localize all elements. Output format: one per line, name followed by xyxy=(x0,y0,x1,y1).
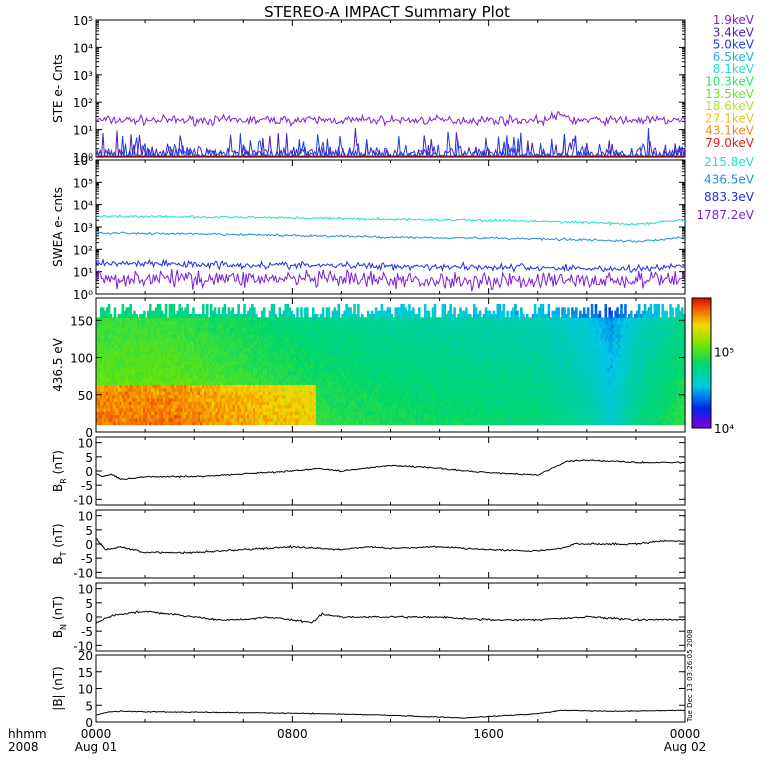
heatmap-cell xyxy=(165,304,168,308)
y-tick-label: 10² xyxy=(73,243,93,257)
heatmap-cell xyxy=(296,307,299,311)
heatmap-cell xyxy=(312,307,315,311)
legend-entry: 436.5eV xyxy=(704,173,755,187)
series-line xyxy=(96,215,685,225)
y-tick-label: 10¹ xyxy=(73,124,93,138)
panel-2: 10⁰ 10¹ 10² 10³ 10⁴ 10⁵ 10⁶ SWEA e- cnts 215.8eV… xyxy=(51,154,755,302)
heatmap-cell xyxy=(108,304,111,308)
heatmap-cell xyxy=(353,304,356,308)
heatmap-cell xyxy=(202,304,205,308)
panel-frame xyxy=(96,160,685,294)
y-tick-label: 10⁵ xyxy=(73,176,93,190)
heatmap-cell xyxy=(337,304,340,308)
heatmap-cell xyxy=(279,307,282,311)
heatmap-cell xyxy=(300,307,303,311)
heatmap-cell xyxy=(253,307,256,311)
series-line xyxy=(96,112,685,126)
panel-frame xyxy=(96,20,685,157)
heatmap-cell xyxy=(231,307,234,311)
heatmap-cell xyxy=(306,307,309,311)
x-caption-hhmm: hhmm xyxy=(8,727,47,741)
heatmap-cell xyxy=(218,307,221,311)
panels-group: 10⁰ 10¹ 10² 10³ 10⁴ 10⁵ STE e- Cnts 1.9keV3.4ke… xyxy=(51,13,755,730)
series-line xyxy=(96,269,685,291)
heatmap-cell xyxy=(322,307,325,311)
y-tick-label: 10¹ xyxy=(73,266,93,280)
heatmap-cell xyxy=(243,304,246,308)
y-tick-label: 10⁴ xyxy=(73,199,93,213)
heatmap-cell xyxy=(210,304,213,308)
legend-entry: 1787.2eV xyxy=(696,208,754,222)
legend: 215.8eV 436.5eV 883.3eV 1787.2eV xyxy=(696,155,754,222)
y-tick-label: 10⁴ xyxy=(73,41,93,55)
series-line xyxy=(96,128,685,156)
heatmap-cell xyxy=(206,304,209,308)
y-axis-label: STE e- Cnts xyxy=(51,54,65,123)
heatmap-cells xyxy=(96,304,686,425)
plot-title: STEREO-A IMPACT Summary Plot xyxy=(264,3,510,21)
legend-entry: 79.0keV xyxy=(705,136,755,150)
heatmap-cell xyxy=(143,311,146,315)
heatmap-cell xyxy=(263,307,266,311)
y-tick-label: 10⁵ xyxy=(73,14,93,28)
heatmap-cell xyxy=(114,307,117,311)
series-line xyxy=(96,232,685,242)
heatmap-cell xyxy=(122,304,125,308)
series-group xyxy=(96,112,685,156)
y-tick-label: 10⁰ xyxy=(73,288,93,302)
heatmap-cell xyxy=(192,307,195,311)
y-tick-label: 10³ xyxy=(73,69,93,83)
heatmap-cell xyxy=(186,304,189,308)
heatmap-cell xyxy=(173,304,176,308)
heatmap-cell xyxy=(328,307,331,311)
heatmap-cell xyxy=(349,307,352,311)
heatmap-cell xyxy=(357,304,360,308)
legend-entry: 883.3eV xyxy=(704,190,755,204)
series-group xyxy=(96,215,685,291)
y-tick-label: 10² xyxy=(73,96,93,110)
heatmap-cell xyxy=(159,304,162,308)
x-caption-year: 2008 xyxy=(8,740,39,754)
series-line xyxy=(96,260,685,272)
heatmap-cell xyxy=(214,307,217,311)
heatmap-cell xyxy=(237,304,240,308)
y-axis-label: SWEA e- cnts xyxy=(51,187,65,267)
legend-entry: 215.8eV xyxy=(704,155,755,169)
legend: 1.9keV3.4keV5.0keV6.5keV8.1keV10.3keV13.… xyxy=(705,13,755,150)
heatmap-cell xyxy=(149,304,152,308)
heatmap-cell xyxy=(273,304,276,308)
y-tick-label: 10³ xyxy=(73,221,93,235)
heatmap-cell xyxy=(129,304,132,308)
y-tick-label: 10⁶ xyxy=(73,154,93,168)
heatmap-cell xyxy=(224,304,227,308)
